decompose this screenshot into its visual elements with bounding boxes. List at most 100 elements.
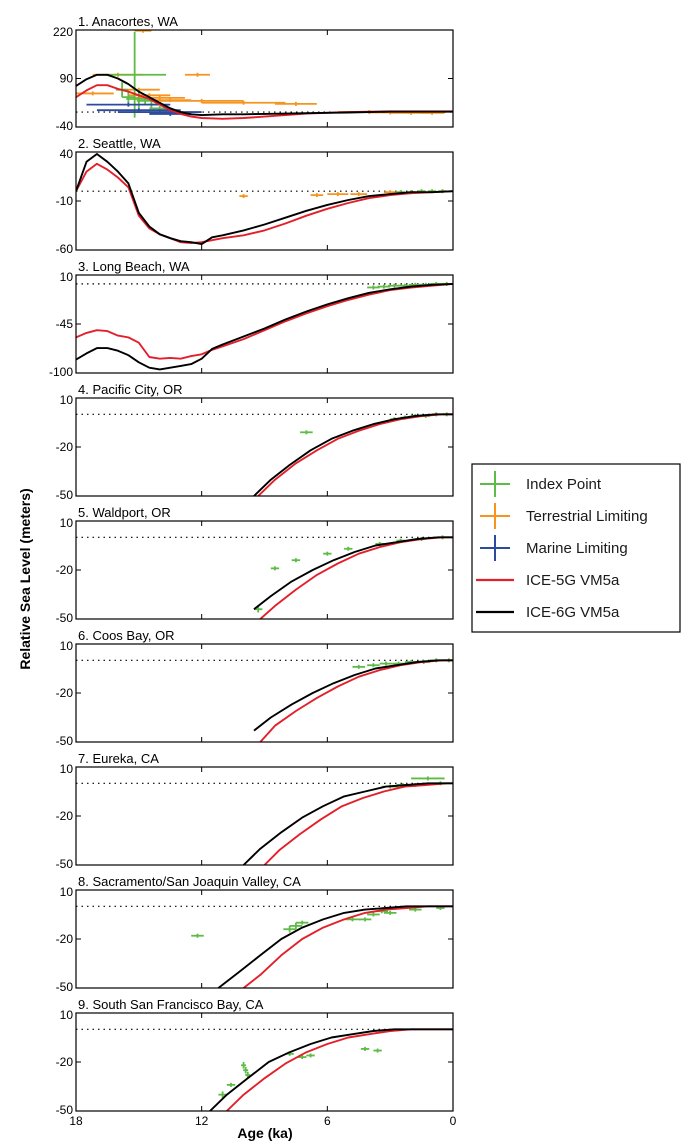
y-tick-label: -20	[56, 440, 74, 454]
y-tick-label: 10	[60, 393, 74, 407]
data-point-terrestrial-limiting	[134, 30, 152, 33]
panel-title: 2. Seattle, WA	[78, 136, 161, 151]
data-point-index-point	[344, 546, 353, 551]
panel-plot-area	[76, 153, 453, 246]
panel-plot-area	[76, 30, 453, 120]
y-tick-label: 40	[60, 147, 74, 161]
panels-group: 220 90 -40 1. Anacortes, WA 40 -10 -60 2. Seatt…	[49, 14, 454, 1117]
data-point-terrestrial-limiting	[76, 91, 114, 96]
data-point-terrestrial-limiting	[327, 192, 349, 197]
data-point-terrestrial-limiting	[310, 193, 324, 198]
panel-title: 7. Eureka, CA	[78, 751, 159, 766]
model-curve-ice5g	[257, 413, 453, 496]
model-curve-ice6g	[209, 1028, 453, 1111]
model-curve-ice5g	[259, 536, 453, 619]
data-point-index-point	[383, 910, 397, 915]
panel-frame	[75, 889, 454, 989]
model-curve-ice5g	[263, 782, 453, 865]
panel-title: 3. Long Beach, WA	[78, 259, 190, 274]
legend-label: Terrestrial Limiting	[526, 508, 648, 525]
data-point-index-point	[306, 1053, 315, 1058]
panel-frame	[75, 397, 454, 497]
data-point-index-point	[289, 922, 303, 930]
model-curve-ice5g	[259, 659, 453, 742]
panel-4: 10 -20 -50 4. Pacific City, OR	[56, 382, 454, 502]
panel-frame	[75, 520, 454, 620]
y-tick-label: -60	[56, 242, 74, 256]
panel-title: 4. Pacific City, OR	[78, 382, 183, 397]
data-point-index-point	[243, 1066, 249, 1074]
legend-label: ICE-5G VM5a	[526, 572, 620, 589]
legend-label: Index Point	[526, 476, 602, 493]
data-point-index-point	[379, 661, 393, 666]
panel-frame	[75, 643, 454, 743]
y-axis-title: Relative Sea Level (meters)	[17, 488, 33, 669]
y-tick-label: -20	[56, 932, 74, 946]
data-point-terrestrial-limiting	[350, 192, 368, 197]
panel-8: 10 -20 -50 8. Sacramento/San Joaquin Valley…	[56, 874, 454, 994]
panel-7: 10 -20 -50 7. Eureka, CA	[56, 751, 454, 871]
data-point-index-point	[226, 1082, 236, 1087]
legend-label: Marine Limiting	[526, 540, 628, 557]
data-point-index-point	[283, 925, 296, 933]
y-tick-label: 10	[60, 639, 74, 653]
legend-item: Index Point	[480, 471, 602, 497]
data-point-terrestrial-limiting	[134, 95, 185, 100]
legend: Index Point Terrestrial Limiting Marine Li…	[471, 463, 681, 633]
panel-9: 10 -20 -50 9. South San Francisco Bay, CA	[56, 997, 454, 1117]
data-point-index-point	[270, 566, 280, 571]
panel-title: 9. South San Francisco Bay, CA	[78, 997, 264, 1012]
data-point-index-point	[358, 917, 372, 922]
data-point-index-point	[298, 1055, 307, 1060]
model-curve-ice6g	[253, 413, 453, 496]
model-curve-ice6g	[76, 282, 453, 371]
legend-label: ICE-6G VM5a	[526, 604, 620, 621]
panel-title: 1. Anacortes, WA	[78, 14, 178, 29]
panel-title: 5. Waldport, OR	[78, 505, 171, 520]
data-point-index-point	[352, 664, 366, 669]
y-tick-label: 10	[60, 516, 74, 530]
x-tick-label: 18	[69, 1114, 83, 1128]
y-tick-label: -20	[56, 686, 74, 700]
x-tick-label: 6	[324, 1114, 331, 1128]
y-tick-label: 10	[60, 270, 74, 284]
model-curve-ice5g	[76, 162, 453, 245]
model-curve-ice6g	[253, 536, 453, 610]
legend-item: Marine Limiting	[480, 535, 628, 561]
model-curve-ice6g	[217, 905, 453, 988]
legend-item: ICE-5G VM5a	[476, 572, 620, 589]
panel-6: 10 -20 -50 6. Coos Bay, OR	[56, 628, 454, 748]
data-point-index-point	[218, 1091, 227, 1098]
y-tick-label: -45	[56, 317, 74, 331]
panel-plot-area	[242, 776, 453, 865]
data-point-terrestrial-limiting	[184, 72, 211, 77]
data-point-index-point	[377, 284, 391, 289]
panel-plot-area	[76, 281, 453, 371]
legend-item: Terrestrial Limiting	[480, 503, 648, 529]
y-tick-label: 90	[60, 72, 74, 86]
model-curve-ice6g	[76, 73, 453, 117]
panel-plot-area	[253, 658, 453, 742]
x-tick-label: 12	[195, 1114, 209, 1128]
y-tick-label: -20	[56, 809, 74, 823]
legend-item: ICE-6G VM5a	[476, 604, 620, 621]
data-point-index-point	[103, 31, 167, 118]
data-point-index-point	[360, 1046, 370, 1051]
y-tick-label: -100	[49, 365, 73, 379]
panel-plot-area	[191, 905, 453, 988]
data-point-index-point	[411, 776, 445, 781]
data-point-terrestrial-limiting	[274, 101, 317, 106]
x-tick-label: 0	[450, 1114, 457, 1128]
panel-frame	[75, 766, 454, 866]
data-point-index-point	[291, 558, 301, 563]
data-point-index-point	[241, 1062, 247, 1069]
panel-title: 6. Coos Bay, OR	[78, 628, 175, 643]
panel-1: 220 90 -40 1. Anacortes, WA	[53, 14, 454, 133]
panel-5: 10 -20 -50 5. Waldport, OR	[56, 505, 454, 625]
data-point-index-point	[300, 430, 313, 435]
data-point-index-point	[122, 91, 135, 103]
model-curve-ice6g	[253, 659, 453, 732]
y-tick-label: 220	[53, 25, 73, 39]
y-tick-label: -50	[56, 734, 74, 748]
